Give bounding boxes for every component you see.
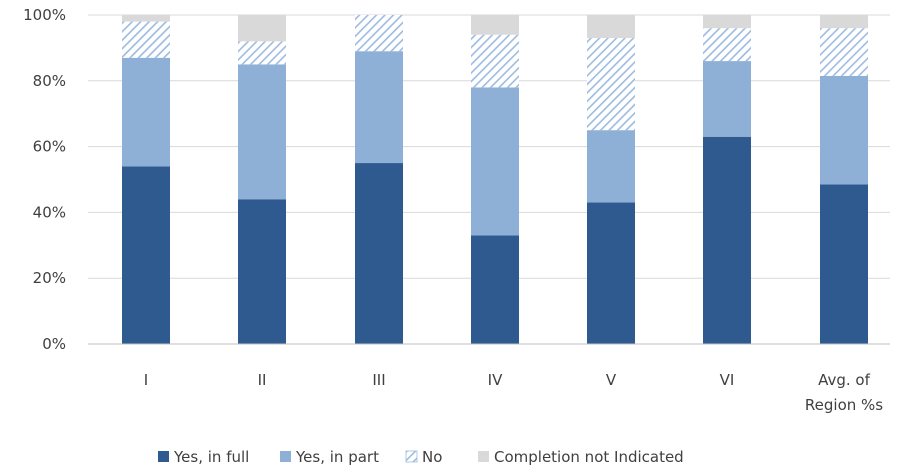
bar-segment: [820, 15, 868, 29]
x-tick-label: II: [258, 371, 267, 389]
legend-label: Completion not Indicated: [494, 448, 684, 466]
bar-segment: [238, 15, 286, 42]
bar-segment: [238, 64, 286, 200]
y-tick-label: 80%: [33, 72, 66, 90]
bar-segment: [703, 61, 751, 137]
y-tick-label: 40%: [33, 203, 66, 221]
x-tick-label: IV: [488, 371, 503, 389]
x-tick-label: Avg. of: [818, 371, 870, 389]
bar-segment: [355, 51, 403, 164]
bar-segment: [471, 15, 519, 35]
bar-segment: [122, 57, 170, 167]
y-tick-label: 60%: [33, 138, 66, 156]
bar-segment: [355, 163, 403, 344]
y-tick-label: 20%: [33, 269, 66, 287]
bar-segment: [471, 34, 519, 88]
legend: Yes, in full Yes, in part No Completion not…: [158, 448, 684, 466]
legend-swatch: [280, 451, 291, 462]
x-tick-label: VI: [720, 371, 735, 389]
bar-segment: [820, 28, 868, 76]
bar-segment: [471, 87, 519, 236]
bar-segment: [703, 28, 751, 62]
bar-segment: [703, 15, 751, 29]
bar-segment: [587, 130, 635, 203]
bar-segment: [122, 15, 170, 22]
bar-segment: [122, 21, 170, 58]
y-tick-label: 100%: [23, 6, 66, 24]
legend-swatch: [405, 450, 418, 463]
axes: 0%20%40%60%80%100%I II III IV V VI Avg. ofRegi…: [23, 6, 890, 414]
bar-segment: [122, 166, 170, 344]
bar-segment: [587, 38, 635, 131]
x-tick-label: III: [372, 371, 385, 389]
bar-segment: [820, 184, 868, 344]
legend-label: Yes, in part: [295, 448, 379, 466]
bar-segment: [703, 136, 751, 344]
bar-segment: [471, 235, 519, 344]
legend-label: Yes, in full: [173, 448, 249, 466]
bar-segment: [238, 199, 286, 344]
bar-segment: [587, 202, 635, 344]
legend-swatch: [158, 451, 169, 462]
x-tick-label: V: [606, 371, 617, 389]
bar-segment: [587, 15, 635, 39]
bar-segment: [238, 41, 286, 65]
bars: [122, 15, 868, 344]
x-tick-label: Region %s: [805, 396, 883, 414]
bar-segment: [820, 75, 868, 185]
x-tick-label: I: [144, 371, 148, 389]
legend-label: No: [422, 448, 442, 466]
y-tick-label: 0%: [42, 335, 66, 353]
legend-swatch: [478, 451, 489, 462]
bar-segment: [355, 15, 403, 52]
